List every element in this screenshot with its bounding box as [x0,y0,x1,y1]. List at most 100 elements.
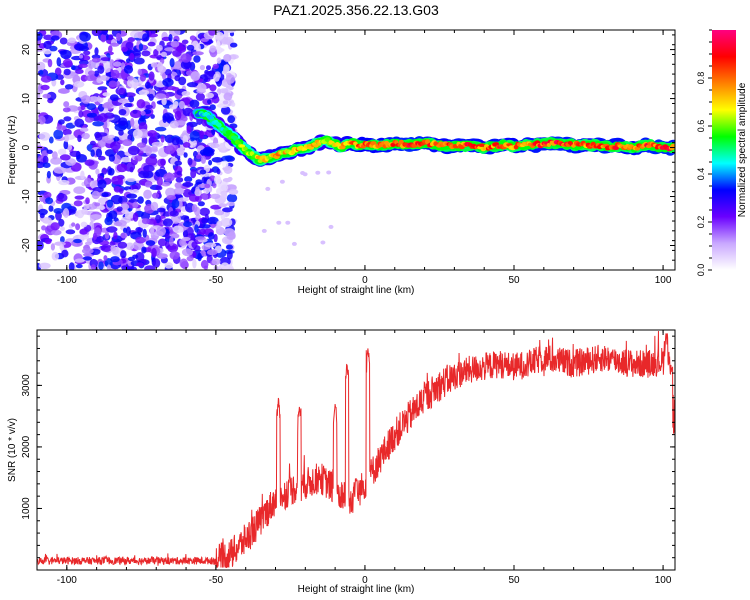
spectrogram-x-tick-label: -50 [209,275,224,286]
noise-blob [176,46,187,53]
noise-blob [89,214,102,220]
noise-blob [216,103,229,108]
noise-blob [125,226,131,237]
noise-blob [145,156,158,167]
noise-blob [182,142,191,148]
snr-x-tick-label: 50 [508,575,520,586]
noise-blob [104,231,110,240]
noise-blob [196,83,207,93]
noise-blob [38,115,46,125]
noise-blob [162,77,174,87]
noise-blob [97,65,105,74]
noise-blob [291,241,297,246]
noise-blob [58,119,65,125]
noise-blob [132,212,139,222]
noise-blob [155,93,167,100]
noise-blob [59,154,71,161]
spectrogram-x-tick-label: 50 [508,275,520,286]
noise-blob [150,30,160,34]
noise-blob [121,46,128,52]
spectrogram-y-tick-label: -10 [21,189,32,204]
noise-blob [208,159,213,166]
noise-blob [141,218,150,225]
noise-blob [174,110,182,121]
noise-blob [155,126,167,132]
noise-blob [194,224,199,233]
noise-blob [117,241,128,249]
noise-blob [191,241,198,249]
noise-blob [211,258,221,265]
colorbar-ticks: 0.0 0.2 0.4 0.6 0.8 [696,29,712,276]
snr-frame [36,329,676,571]
noise-blob [120,156,131,163]
noise-blob [145,240,156,246]
noise-blob [118,109,127,116]
noise-blob [215,225,221,230]
noise-blob [161,97,167,106]
noise-blob [136,99,146,109]
noise-blob [173,187,185,195]
noise-blob [176,147,185,157]
signal-mark [546,142,552,147]
snr-ylabel: SNR (10 * v/v) [7,418,18,482]
noise-blob [201,176,207,183]
noise-blob [226,244,233,250]
noise-blob [88,96,99,103]
noise-blob [138,43,144,51]
noise-blob [116,163,128,173]
noise-blob [90,149,95,157]
noise-blob [199,130,205,140]
noise-blob [183,221,193,228]
noise-blob [212,182,217,189]
noise-blob [102,103,113,109]
noise-blob [182,182,194,187]
noise-blob [38,83,43,92]
noise-blob [182,236,191,242]
noise-blob [134,155,143,162]
noise-blob [56,193,68,202]
noise-blob [129,52,135,61]
signal-mark [634,146,641,151]
noise-blob [79,45,89,52]
noise-blob [136,262,144,267]
noise-blob [315,170,321,175]
colorbar-tick-label: 0.4 [696,168,706,181]
noise-blob [49,45,58,52]
noise-blob [143,164,155,173]
noise-blob [111,175,123,185]
noise-blob [38,262,51,269]
noise-blob [160,51,167,58]
noise-blob [76,154,88,163]
noise-blob [113,61,122,67]
noise-blob [152,258,161,268]
noise-blob [152,192,160,199]
noise-blob [191,204,198,213]
noise-blob [63,68,71,76]
noise-blob [276,220,282,225]
noise-blob [85,241,92,246]
noise-blob [110,42,120,47]
noise-blob [220,184,229,191]
noise-blob [163,145,176,155]
noise-blob [74,258,85,263]
noise-blob [156,226,167,237]
noise-blob [44,238,52,245]
noise-blob [209,84,217,92]
noise-blob [130,117,135,127]
noise-blob [53,166,66,174]
noise-blob [56,125,67,131]
noise-blob [208,30,216,36]
noise-blob [113,221,123,227]
noise-blob [124,103,133,108]
noise-blob [103,255,108,261]
signal-mark [216,122,222,128]
noise-blob [67,37,76,44]
noise-blob [60,236,65,243]
noise-blob [300,171,306,175]
noise-blob [150,62,158,68]
noise-blob [142,33,150,42]
noise-blob [209,104,216,111]
noise-blob [186,82,198,88]
noise-blob [170,233,180,239]
noise-blob [326,170,332,175]
